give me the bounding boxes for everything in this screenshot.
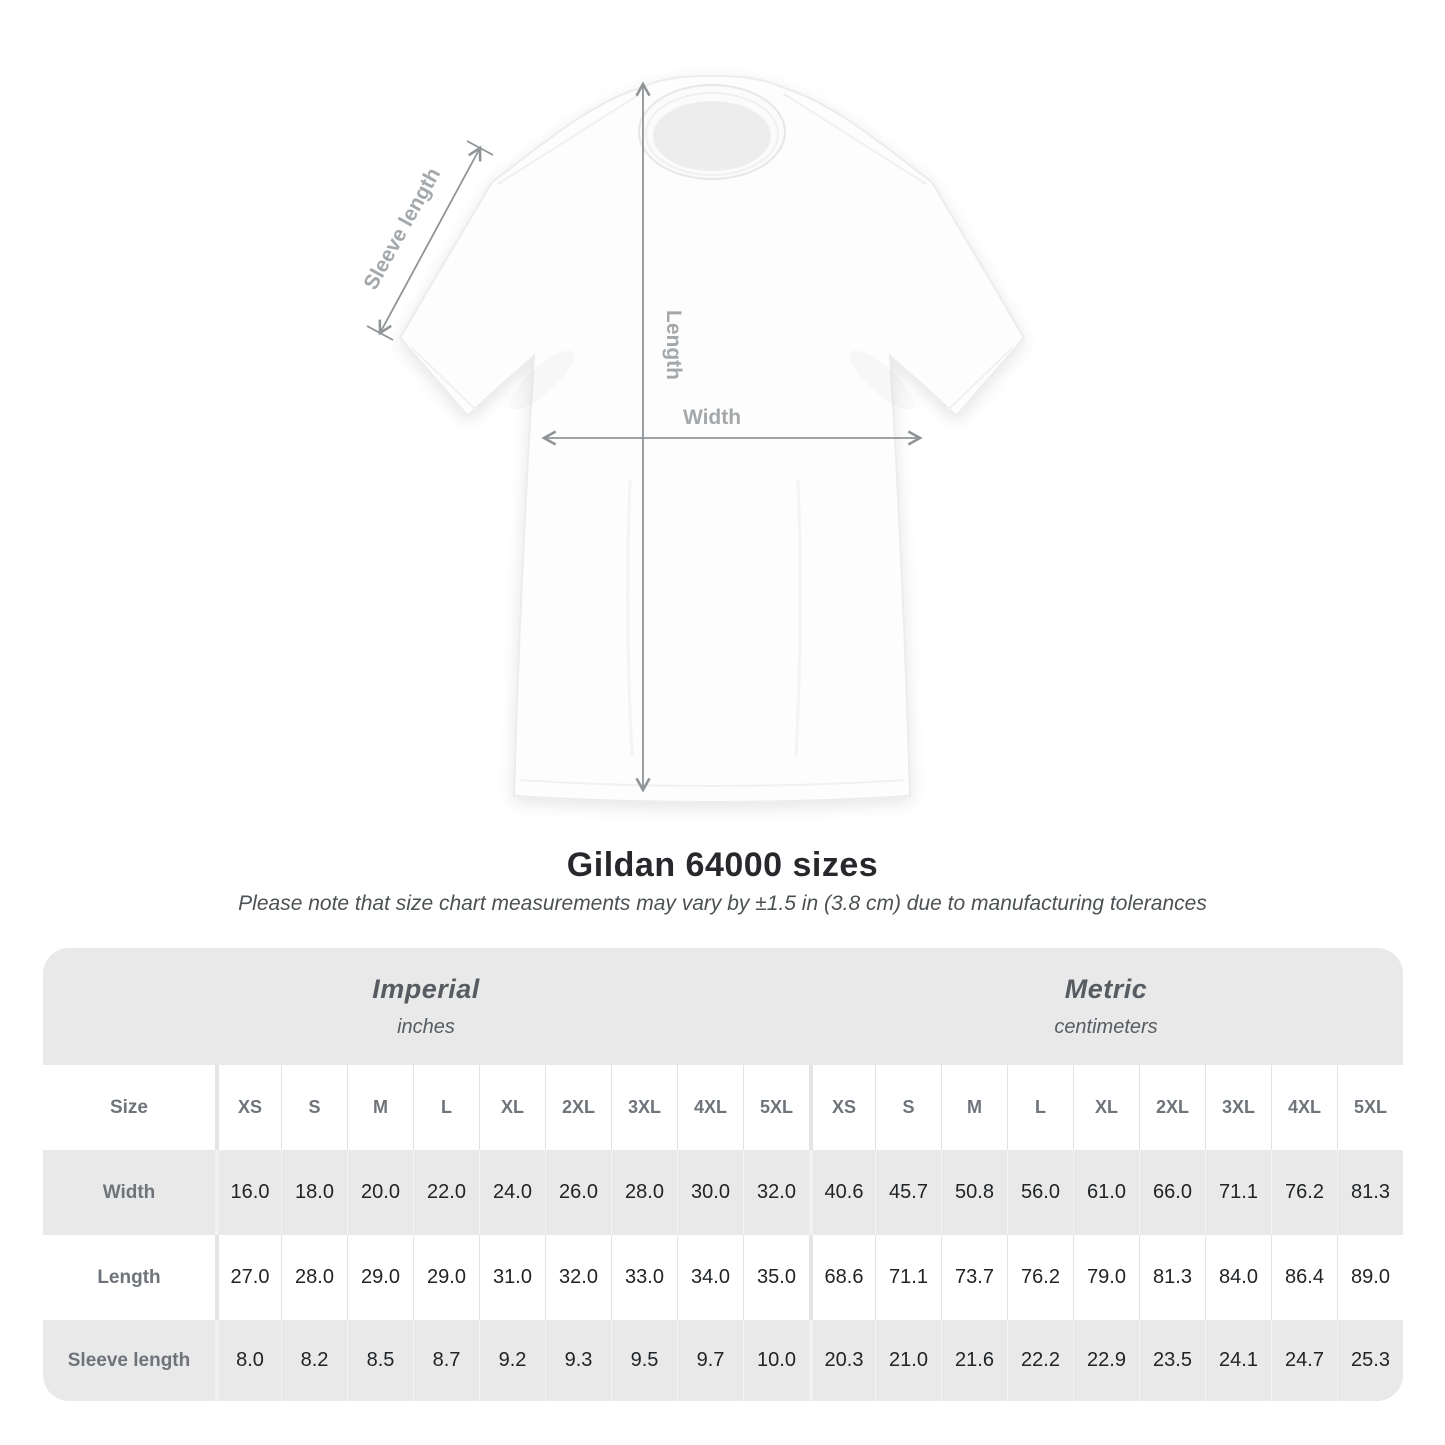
- size-col-metric-2xl: 2XL: [1139, 1065, 1205, 1150]
- cell-length-metric-xl: 79.0: [1073, 1235, 1139, 1320]
- length-label: Length: [662, 310, 685, 380]
- cell-sleeve-length-imperial-4xl: 9.7: [677, 1320, 743, 1401]
- size-col-imperial-m: M: [347, 1065, 413, 1150]
- cell-width-imperial-5xl: 32.0: [743, 1150, 809, 1235]
- cell-width-imperial-l: 22.0: [413, 1150, 479, 1235]
- size-col-metric-m: M: [941, 1065, 1007, 1150]
- cell-length-metric-xs: 68.6: [809, 1235, 875, 1320]
- size-col-metric-xl: XL: [1073, 1065, 1139, 1150]
- tshirt-measurement-diagram: Width Length Sleeve length: [330, 50, 1110, 840]
- size-col-imperial-xl: XL: [479, 1065, 545, 1150]
- size-col-metric-4xl: 4XL: [1271, 1065, 1337, 1150]
- size-col-imperial-l: L: [413, 1065, 479, 1150]
- cell-length-imperial-xs: 27.0: [215, 1235, 281, 1320]
- cell-width-metric-3xl: 71.1: [1205, 1150, 1271, 1235]
- cell-sleeve-length-metric-5xl: 25.3: [1337, 1320, 1403, 1401]
- cell-width-metric-2xl: 66.0: [1139, 1150, 1205, 1235]
- cell-width-imperial-4xl: 30.0: [677, 1150, 743, 1235]
- size-col-imperial-2xl: 2XL: [545, 1065, 611, 1150]
- cell-sleeve-length-imperial-m: 8.5: [347, 1320, 413, 1401]
- cell-sleeve-length-metric-xs: 20.3: [809, 1320, 875, 1401]
- size-row-header: Size: [43, 1065, 215, 1150]
- cell-sleeve-length-imperial-s: 8.2: [281, 1320, 347, 1401]
- cell-sleeve-length-imperial-2xl: 9.3: [545, 1320, 611, 1401]
- metric-title: Metric: [1064, 974, 1148, 1004]
- sleeve-tick-top: [466, 140, 494, 156]
- metric-header-band: Metric centimeters: [809, 948, 1403, 1065]
- cell-width-metric-m: 50.8: [941, 1150, 1007, 1235]
- width-label: Width: [683, 406, 741, 429]
- tshirt-diagram-svg: Width Length Sleeve length: [359, 74, 1026, 803]
- collar-opening: [653, 101, 771, 171]
- size-col-imperial-xs: XS: [215, 1065, 281, 1150]
- page-title: Gildan 64000 sizes: [566, 846, 879, 884]
- size-col-metric-5xl: 5XL: [1337, 1065, 1403, 1150]
- cell-length-imperial-2xl: 32.0: [545, 1235, 611, 1320]
- cell-length-metric-3xl: 84.0: [1205, 1235, 1271, 1320]
- imperial-unit: inches: [397, 1016, 455, 1038]
- size-col-imperial-5xl: 5XL: [743, 1065, 809, 1150]
- cell-sleeve-length-metric-4xl: 24.7: [1271, 1320, 1337, 1401]
- cell-sleeve-length-metric-l: 22.2: [1007, 1320, 1073, 1401]
- cell-length-metric-2xl: 81.3: [1139, 1235, 1205, 1320]
- imperial-title: Imperial: [372, 974, 480, 1004]
- cell-width-metric-s: 45.7: [875, 1150, 941, 1235]
- cell-length-metric-l: 76.2: [1007, 1235, 1073, 1320]
- row-label-length: Length: [43, 1235, 215, 1320]
- sleeve-length-arrow: [378, 145, 482, 336]
- row-label-width: Width: [43, 1150, 215, 1235]
- measurement-arrows: [366, 81, 923, 793]
- cell-length-imperial-xl: 31.0: [479, 1235, 545, 1320]
- cell-sleeve-length-imperial-xl: 9.2: [479, 1320, 545, 1401]
- cell-length-metric-s: 71.1: [875, 1235, 941, 1320]
- cell-width-imperial-m: 20.0: [347, 1150, 413, 1235]
- metric-unit: centimeters: [1054, 1016, 1158, 1038]
- cell-length-metric-m: 73.7: [941, 1235, 1007, 1320]
- size-col-metric-xs: XS: [809, 1065, 875, 1150]
- size-col-metric-3xl: 3XL: [1205, 1065, 1271, 1150]
- size-col-metric-s: S: [875, 1065, 941, 1150]
- cell-width-metric-l: 56.0: [1007, 1150, 1073, 1235]
- cell-width-metric-5xl: 81.3: [1337, 1150, 1403, 1235]
- cell-width-imperial-2xl: 26.0: [545, 1150, 611, 1235]
- size-col-imperial-3xl: 3XL: [611, 1065, 677, 1150]
- sleeve-length-label: Sleeve length: [359, 164, 445, 294]
- cell-width-metric-4xl: 76.2: [1271, 1150, 1337, 1235]
- sleeve-tick-bottom: [366, 325, 394, 341]
- cell-length-metric-4xl: 86.4: [1271, 1235, 1337, 1320]
- cell-length-imperial-3xl: 33.0: [611, 1235, 677, 1320]
- cell-length-imperial-4xl: 34.0: [677, 1235, 743, 1320]
- cell-length-imperial-s: 28.0: [281, 1235, 347, 1320]
- cell-length-metric-5xl: 89.0: [1337, 1235, 1403, 1320]
- row-label-sleeve-length: Sleeve length: [43, 1320, 215, 1401]
- cell-sleeve-length-imperial-5xl: 10.0: [743, 1320, 809, 1401]
- cell-width-imperial-xs: 16.0: [215, 1150, 281, 1235]
- cell-length-imperial-m: 29.0: [347, 1235, 413, 1320]
- size-chart-table: Imperial inches Metric centimeters Size X…: [43, 948, 1403, 1401]
- size-col-metric-l: L: [1007, 1065, 1073, 1150]
- size-col-imperial-4xl: 4XL: [677, 1065, 743, 1150]
- cell-width-imperial-xl: 24.0: [479, 1150, 545, 1235]
- cell-sleeve-length-metric-m: 21.6: [941, 1320, 1007, 1401]
- tolerance-note: Please note that size chart measurements…: [238, 892, 1207, 915]
- cell-length-imperial-l: 29.0: [413, 1235, 479, 1320]
- cell-length-imperial-5xl: 35.0: [743, 1235, 809, 1320]
- size-col-imperial-s: S: [281, 1065, 347, 1150]
- cell-width-imperial-s: 18.0: [281, 1150, 347, 1235]
- cell-width-metric-xl: 61.0: [1073, 1150, 1139, 1235]
- cell-sleeve-length-imperial-xs: 8.0: [215, 1320, 281, 1401]
- cell-sleeve-length-metric-s: 21.0: [875, 1320, 941, 1401]
- cell-sleeve-length-metric-3xl: 24.1: [1205, 1320, 1271, 1401]
- cell-sleeve-length-metric-2xl: 23.5: [1139, 1320, 1205, 1401]
- cell-width-metric-xs: 40.6: [809, 1150, 875, 1235]
- cell-sleeve-length-imperial-l: 8.7: [413, 1320, 479, 1401]
- cell-sleeve-length-metric-xl: 22.9: [1073, 1320, 1139, 1401]
- tshirt-shape: [398, 74, 1026, 803]
- cell-width-imperial-3xl: 28.0: [611, 1150, 677, 1235]
- cell-sleeve-length-imperial-3xl: 9.5: [611, 1320, 677, 1401]
- imperial-header-band: Imperial inches: [43, 948, 809, 1065]
